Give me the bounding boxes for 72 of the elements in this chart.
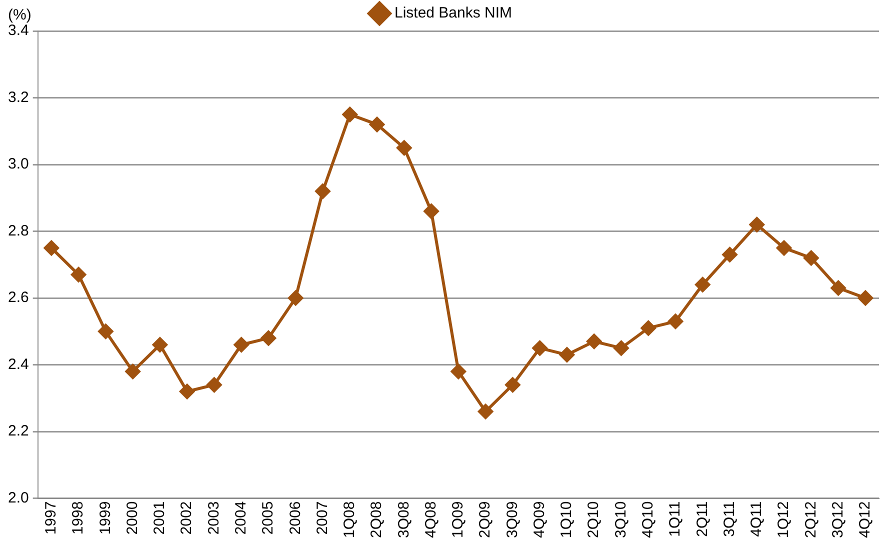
point bbox=[260, 330, 276, 346]
x-tick-label: 3Q10 bbox=[612, 501, 630, 538]
point bbox=[586, 334, 602, 349]
x-tick-label: 1Q11 bbox=[666, 501, 684, 537]
x-tick-label: 4Q09 bbox=[530, 501, 548, 538]
point bbox=[315, 184, 330, 199]
x-tick-label: 2Q10 bbox=[585, 501, 602, 538]
point bbox=[450, 364, 466, 379]
y-tick-label: 3.2 bbox=[8, 88, 29, 106]
x-tick-label: 3Q12 bbox=[829, 501, 846, 538]
x-tick-label: 2007 bbox=[314, 501, 331, 535]
y-tick-label: 2.8 bbox=[8, 222, 29, 240]
point bbox=[858, 290, 873, 306]
point bbox=[370, 116, 385, 132]
x-tick-label: 2003 bbox=[205, 501, 222, 535]
point bbox=[776, 240, 792, 256]
point bbox=[640, 320, 656, 336]
point bbox=[396, 140, 412, 156]
x-tick-label: 2002 bbox=[178, 501, 196, 535]
point bbox=[804, 250, 819, 266]
x-tick-label: 2006 bbox=[286, 501, 304, 535]
y-tick-label: 2.2 bbox=[8, 422, 29, 440]
y-axis-title: (%) bbox=[8, 6, 32, 24]
point bbox=[749, 217, 764, 232]
x-tick-label: 1997 bbox=[42, 501, 60, 535]
x-tick-label: 3Q09 bbox=[504, 501, 521, 538]
point bbox=[478, 404, 494, 420]
point bbox=[695, 277, 710, 292]
point bbox=[44, 240, 59, 256]
point bbox=[71, 267, 86, 282]
point bbox=[505, 377, 520, 392]
point bbox=[152, 337, 168, 352]
point bbox=[180, 384, 195, 399]
x-tick-label: 4Q12 bbox=[856, 501, 874, 538]
x-tick-label: 3Q08 bbox=[395, 501, 412, 538]
x-tick-label: 2Q08 bbox=[368, 501, 386, 538]
point bbox=[614, 340, 629, 356]
x-tick-label: 2004 bbox=[232, 501, 250, 535]
y-tick-label: 2.4 bbox=[8, 356, 29, 373]
x-tick-label: 1999 bbox=[96, 501, 114, 535]
x-tick-label: 2005 bbox=[260, 501, 277, 535]
x-tick-label: 1998 bbox=[70, 501, 87, 535]
point bbox=[125, 364, 140, 379]
x-tick-label: 4Q11 bbox=[748, 501, 766, 537]
x-tick-label: 2Q09 bbox=[476, 501, 494, 538]
point bbox=[532, 340, 548, 356]
x-tick-label: 1Q10 bbox=[558, 501, 576, 538]
y-tick-label: 3.4 bbox=[8, 22, 29, 40]
x-tick-label: 4Q10 bbox=[640, 501, 657, 538]
x-tick-label: 4Q08 bbox=[422, 501, 440, 538]
point bbox=[668, 314, 683, 329]
point bbox=[424, 204, 439, 219]
point bbox=[234, 337, 249, 352]
point bbox=[342, 106, 358, 122]
x-tick-label: 1Q09 bbox=[450, 501, 467, 538]
x-tick-label: 1Q12 bbox=[775, 501, 792, 538]
point bbox=[722, 247, 738, 262]
y-tick-label: 2.6 bbox=[8, 289, 29, 306]
point bbox=[98, 324, 114, 339]
y-tick-label: 3.0 bbox=[8, 156, 29, 173]
x-tick-label: 2Q11 bbox=[694, 501, 711, 537]
x-tick-label: 1Q08 bbox=[341, 501, 358, 538]
point bbox=[206, 377, 222, 392]
point bbox=[288, 290, 304, 306]
legend-label: Listed Banks NIM bbox=[394, 4, 512, 22]
x-tick-label: 3Q11 bbox=[720, 501, 738, 537]
x-tick-label: 2001 bbox=[151, 501, 168, 535]
point bbox=[559, 347, 574, 362]
x-tick-label: 2000 bbox=[124, 501, 141, 535]
x-tick-label: 2Q12 bbox=[802, 501, 820, 538]
y-tick-label: 2.0 bbox=[8, 489, 29, 506]
point bbox=[830, 280, 846, 296]
